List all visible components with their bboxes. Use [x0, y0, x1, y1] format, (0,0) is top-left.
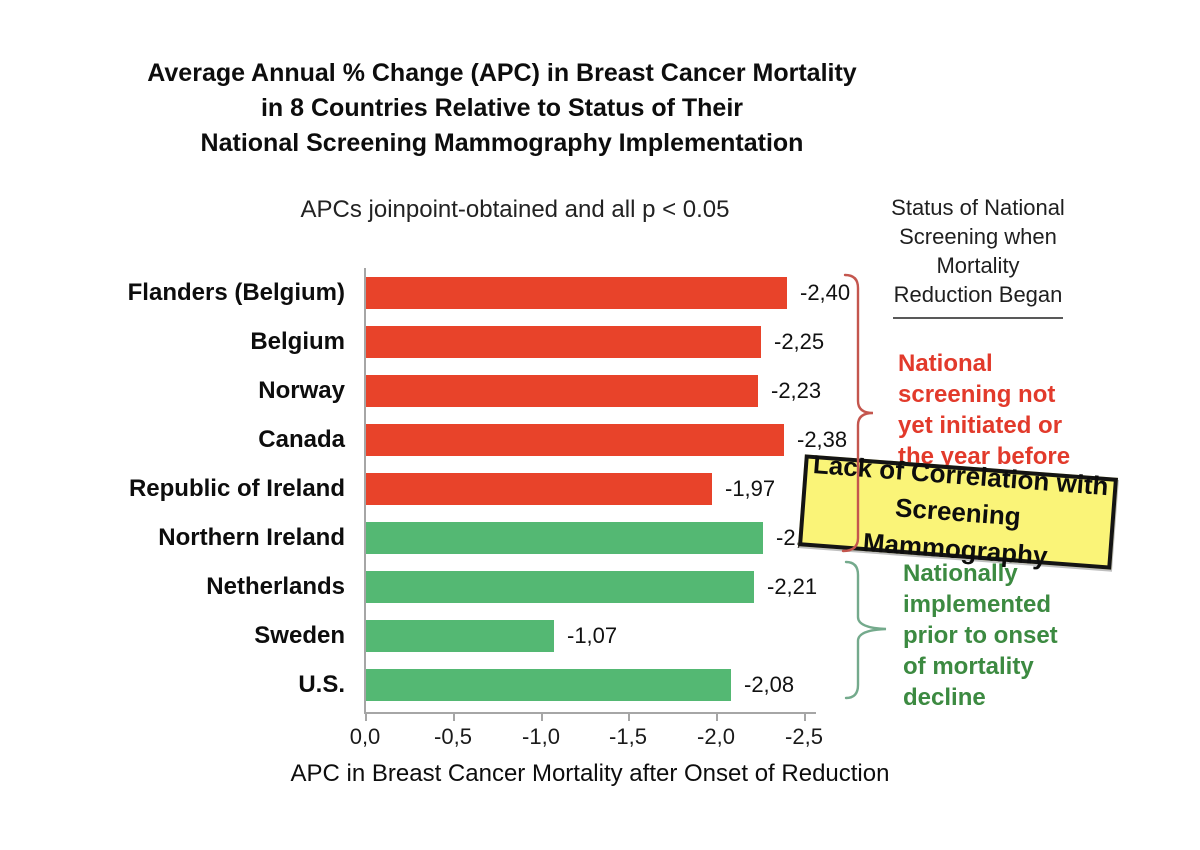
value-label: -2,40	[800, 280, 851, 305]
x-tick-label: -1,0	[522, 724, 560, 749]
x-tick	[804, 712, 806, 721]
chart-title-line-2: in 8 Countries Relative to Status of The…	[260, 94, 744, 122]
value-label: -2,21	[767, 574, 818, 599]
green-group-annotation: Nationally implemented prior to onset of…	[903, 558, 1113, 713]
chart-title-line-1: Average Annual % Change (APC) in Breast …	[147, 59, 857, 87]
green-group-brace	[844, 560, 887, 700]
value-label: -2,38	[797, 427, 848, 452]
red-group-annotation-line-3: yet initiated or	[898, 412, 1063, 439]
bar-green	[366, 669, 731, 701]
red-group-annotation-line-1: National	[898, 350, 993, 377]
x-tick-label: 0,0	[349, 724, 381, 749]
x-tick	[541, 712, 543, 721]
value-label: -1,97	[725, 476, 776, 501]
status-legend-header-line-2: Screening when	[899, 224, 1057, 249]
green-group-annotation-line-3: prior to onset	[903, 622, 1058, 649]
red-group-annotation-line-2: screening not	[898, 381, 1056, 408]
bar-red	[366, 375, 758, 407]
category-label: U.S.	[298, 671, 345, 698]
x-tick	[365, 712, 367, 721]
category-label: Norway	[258, 377, 345, 404]
value-label: -2,08	[744, 672, 795, 697]
status-legend-header-line-1: Status of National	[891, 195, 1065, 220]
status-header-underline	[893, 317, 1063, 319]
category-label: Republic of Ireland	[128, 475, 345, 502]
chart-title: Average Annual % Change (APC) in Breast …	[102, 56, 902, 161]
bar-green	[366, 522, 763, 554]
green-group-annotation-line-5: decline	[903, 684, 986, 711]
x-tick-label: -0,5	[434, 724, 472, 749]
status-legend-header-line-3: Mortality	[936, 253, 1020, 278]
green-group-annotation-line-2: implemented	[903, 591, 1052, 618]
bar-red	[366, 326, 761, 358]
bar-red	[366, 473, 712, 505]
category-label: Belgium	[250, 328, 345, 355]
correlation-callout: Lack of Correlation with Screening Mammo…	[797, 449, 1119, 570]
category-label: Sweden	[254, 622, 345, 649]
bar-green	[366, 620, 554, 652]
status-legend-header: Status of National Screening when Mortal…	[863, 193, 1093, 309]
green-group-annotation-line-4: of mortality	[903, 653, 1034, 680]
status-legend-header-line-4: Reduction Began	[893, 282, 1063, 307]
bar-green	[366, 571, 754, 603]
x-tick	[628, 712, 630, 721]
x-tick	[716, 712, 718, 721]
chart-subtitle: APCs joinpoint-obtained and all p < 0.05	[300, 196, 730, 223]
bar-red	[366, 424, 784, 456]
category-label: Canada	[258, 426, 345, 453]
category-label: Netherlands	[206, 573, 345, 600]
value-label: -1,07	[567, 623, 618, 648]
x-tick-label: -1,5	[609, 724, 647, 749]
value-label: -2,25	[774, 329, 825, 354]
x-tick	[453, 712, 455, 721]
x-axis-line	[364, 712, 816, 714]
value-label: -2,23	[771, 378, 822, 403]
x-axis-title: APC in Breast Cancer Mortality after Ons…	[290, 760, 890, 787]
y-axis-line	[364, 268, 366, 714]
category-label: Flanders (Belgium)	[127, 279, 345, 306]
chart-title-line-3: National Screening Mammography Implement…	[200, 129, 804, 157]
green-group-annotation-line-1: Nationally	[903, 560, 1018, 587]
category-label: Northern Ireland	[158, 524, 345, 551]
x-tick-label: -2,5	[785, 724, 823, 749]
x-tick-label: -2,0	[697, 724, 735, 749]
bar-red	[366, 277, 787, 309]
